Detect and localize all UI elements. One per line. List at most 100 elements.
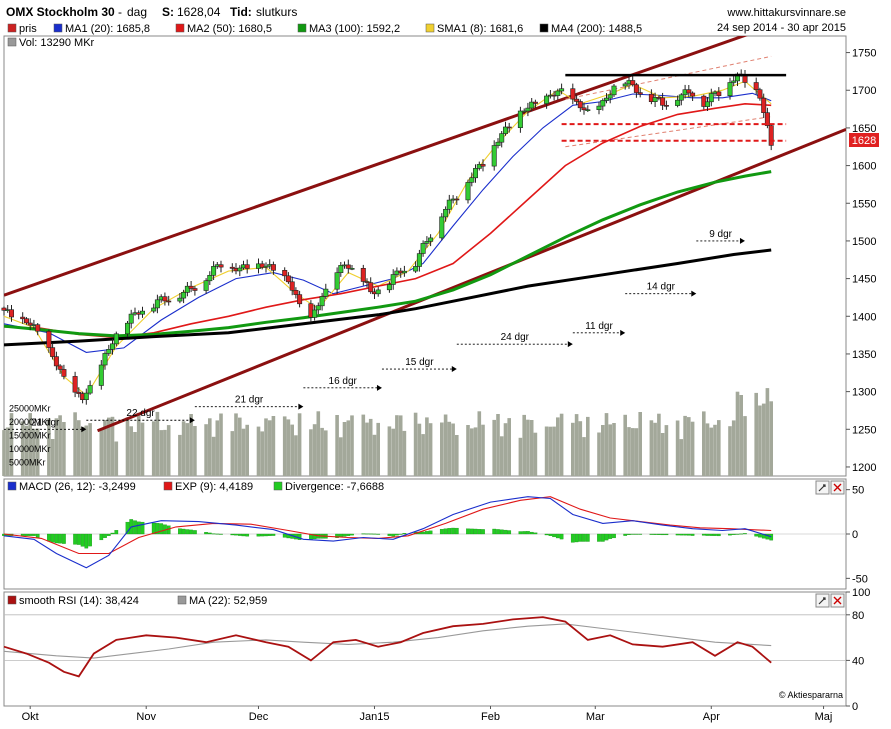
candle-body (76, 391, 82, 394)
divergence-bar (585, 533, 590, 542)
divergence-bar (743, 533, 747, 535)
volume-bar (440, 422, 444, 476)
legend-swatch (7, 481, 17, 491)
candle-body (603, 97, 609, 101)
macd-zoom-button[interactable] (815, 480, 830, 495)
divergence-bar (133, 520, 137, 535)
divergence-bar (32, 533, 36, 536)
volume-bar (88, 423, 92, 476)
candle-body (757, 89, 763, 99)
divergence-bar (649, 533, 654, 535)
divergence-bar (62, 533, 66, 544)
divergence-bar (600, 533, 605, 542)
macd-close-button[interactable] (830, 480, 845, 495)
volume-bar (178, 434, 182, 476)
volume-bar (728, 426, 732, 476)
volume-bar (687, 417, 691, 476)
volume-tick-label: 10000MKr (9, 444, 51, 454)
rsi-close-button[interactable] (830, 593, 845, 608)
time-tick-label: Jan15 (360, 711, 390, 723)
candle-body (637, 92, 643, 95)
divergence-bar (350, 533, 354, 536)
volume-bar (208, 418, 212, 476)
volume-bar (574, 414, 579, 476)
candle-body (125, 322, 131, 335)
volume-bar (657, 413, 661, 476)
volume-bar (368, 418, 373, 476)
divergence-bar (447, 528, 452, 535)
divergence-bar (758, 533, 762, 538)
divergence-bar (35, 533, 40, 538)
rsi-chart: 100 80 40 0 (3, 587, 870, 713)
cycle-arrowhead (376, 384, 382, 391)
volume-bar (735, 391, 740, 476)
volume-bar (586, 416, 590, 476)
rsi-legend: smooth RSI (14): 38,424 MA (22): 52,959 (7, 595, 267, 607)
rsi-tick-label: 40 (852, 655, 864, 667)
divergence-bar (481, 529, 485, 535)
candle-body (559, 88, 565, 92)
candle-body (424, 241, 430, 244)
divergence-bar (559, 533, 564, 540)
divergence-bar (99, 533, 104, 541)
macd-chart: 50 0 -50 (2, 485, 868, 585)
volume-bar (634, 428, 639, 476)
cycle-label: 22 dgr (126, 408, 155, 419)
volume-bar (443, 414, 448, 476)
divergence-bar (110, 532, 115, 535)
candle-body (708, 93, 714, 103)
price-tick-label: 1600 (852, 161, 876, 173)
divergence-bar (125, 521, 130, 535)
candle-body (611, 85, 617, 96)
divergence-bar (178, 528, 182, 535)
candle-body (443, 209, 449, 218)
volume-tick-label: 20000MKr (9, 417, 51, 427)
divergence-bar (713, 533, 717, 536)
legend-swatch (53, 23, 63, 33)
divergence-bar (507, 530, 512, 535)
divergence-bar (136, 521, 141, 535)
price-tick-label: 1200 (852, 462, 876, 474)
legend-label: MA2 (50): 1680,5 (187, 23, 272, 35)
divergence-bar (496, 529, 500, 535)
candle-body (660, 97, 666, 106)
volume-bar (556, 417, 560, 476)
volume-bar (125, 417, 130, 476)
volume-bar (447, 421, 452, 476)
volume-bar (5, 427, 10, 476)
volume-bar (492, 419, 496, 476)
divergence-bar (368, 533, 373, 535)
divergence-bar (574, 533, 579, 543)
volume-bar (559, 413, 564, 476)
candle-body (502, 126, 508, 134)
volume-bar (503, 423, 508, 476)
volume-bar (256, 426, 261, 476)
candle-body (61, 369, 67, 377)
candle-body (506, 126, 512, 129)
volume-bar (455, 435, 459, 476)
divergence-bar (189, 529, 193, 535)
volume-bar (544, 426, 549, 476)
volume-bar (702, 411, 706, 476)
cycle-arrowhead (451, 366, 457, 373)
macd-legend: MACD (26, 12): -3,2499 EXP (9): 4,4189 Div… (7, 481, 384, 493)
volume-bar (717, 420, 721, 476)
volume-bar (50, 439, 55, 476)
cycle-label: 9 dgr (709, 229, 732, 240)
volume-bar (660, 433, 665, 476)
cycle-label: 21 dgr (235, 395, 264, 406)
volume-bar (185, 423, 190, 476)
divergence-bar (570, 533, 575, 543)
divergence-bar (735, 533, 740, 535)
candle-body (98, 364, 104, 386)
candle-body (368, 282, 374, 293)
rsi-zoom-button[interactable] (815, 593, 830, 608)
candle-body (203, 280, 209, 291)
legend-swatch (163, 481, 173, 491)
divergence-bar (185, 529, 190, 535)
divergence-bar (548, 533, 553, 536)
volume-bar (604, 413, 609, 476)
divergence-bar (267, 533, 272, 536)
volume-bar (627, 427, 631, 476)
volume-bar (713, 424, 717, 476)
